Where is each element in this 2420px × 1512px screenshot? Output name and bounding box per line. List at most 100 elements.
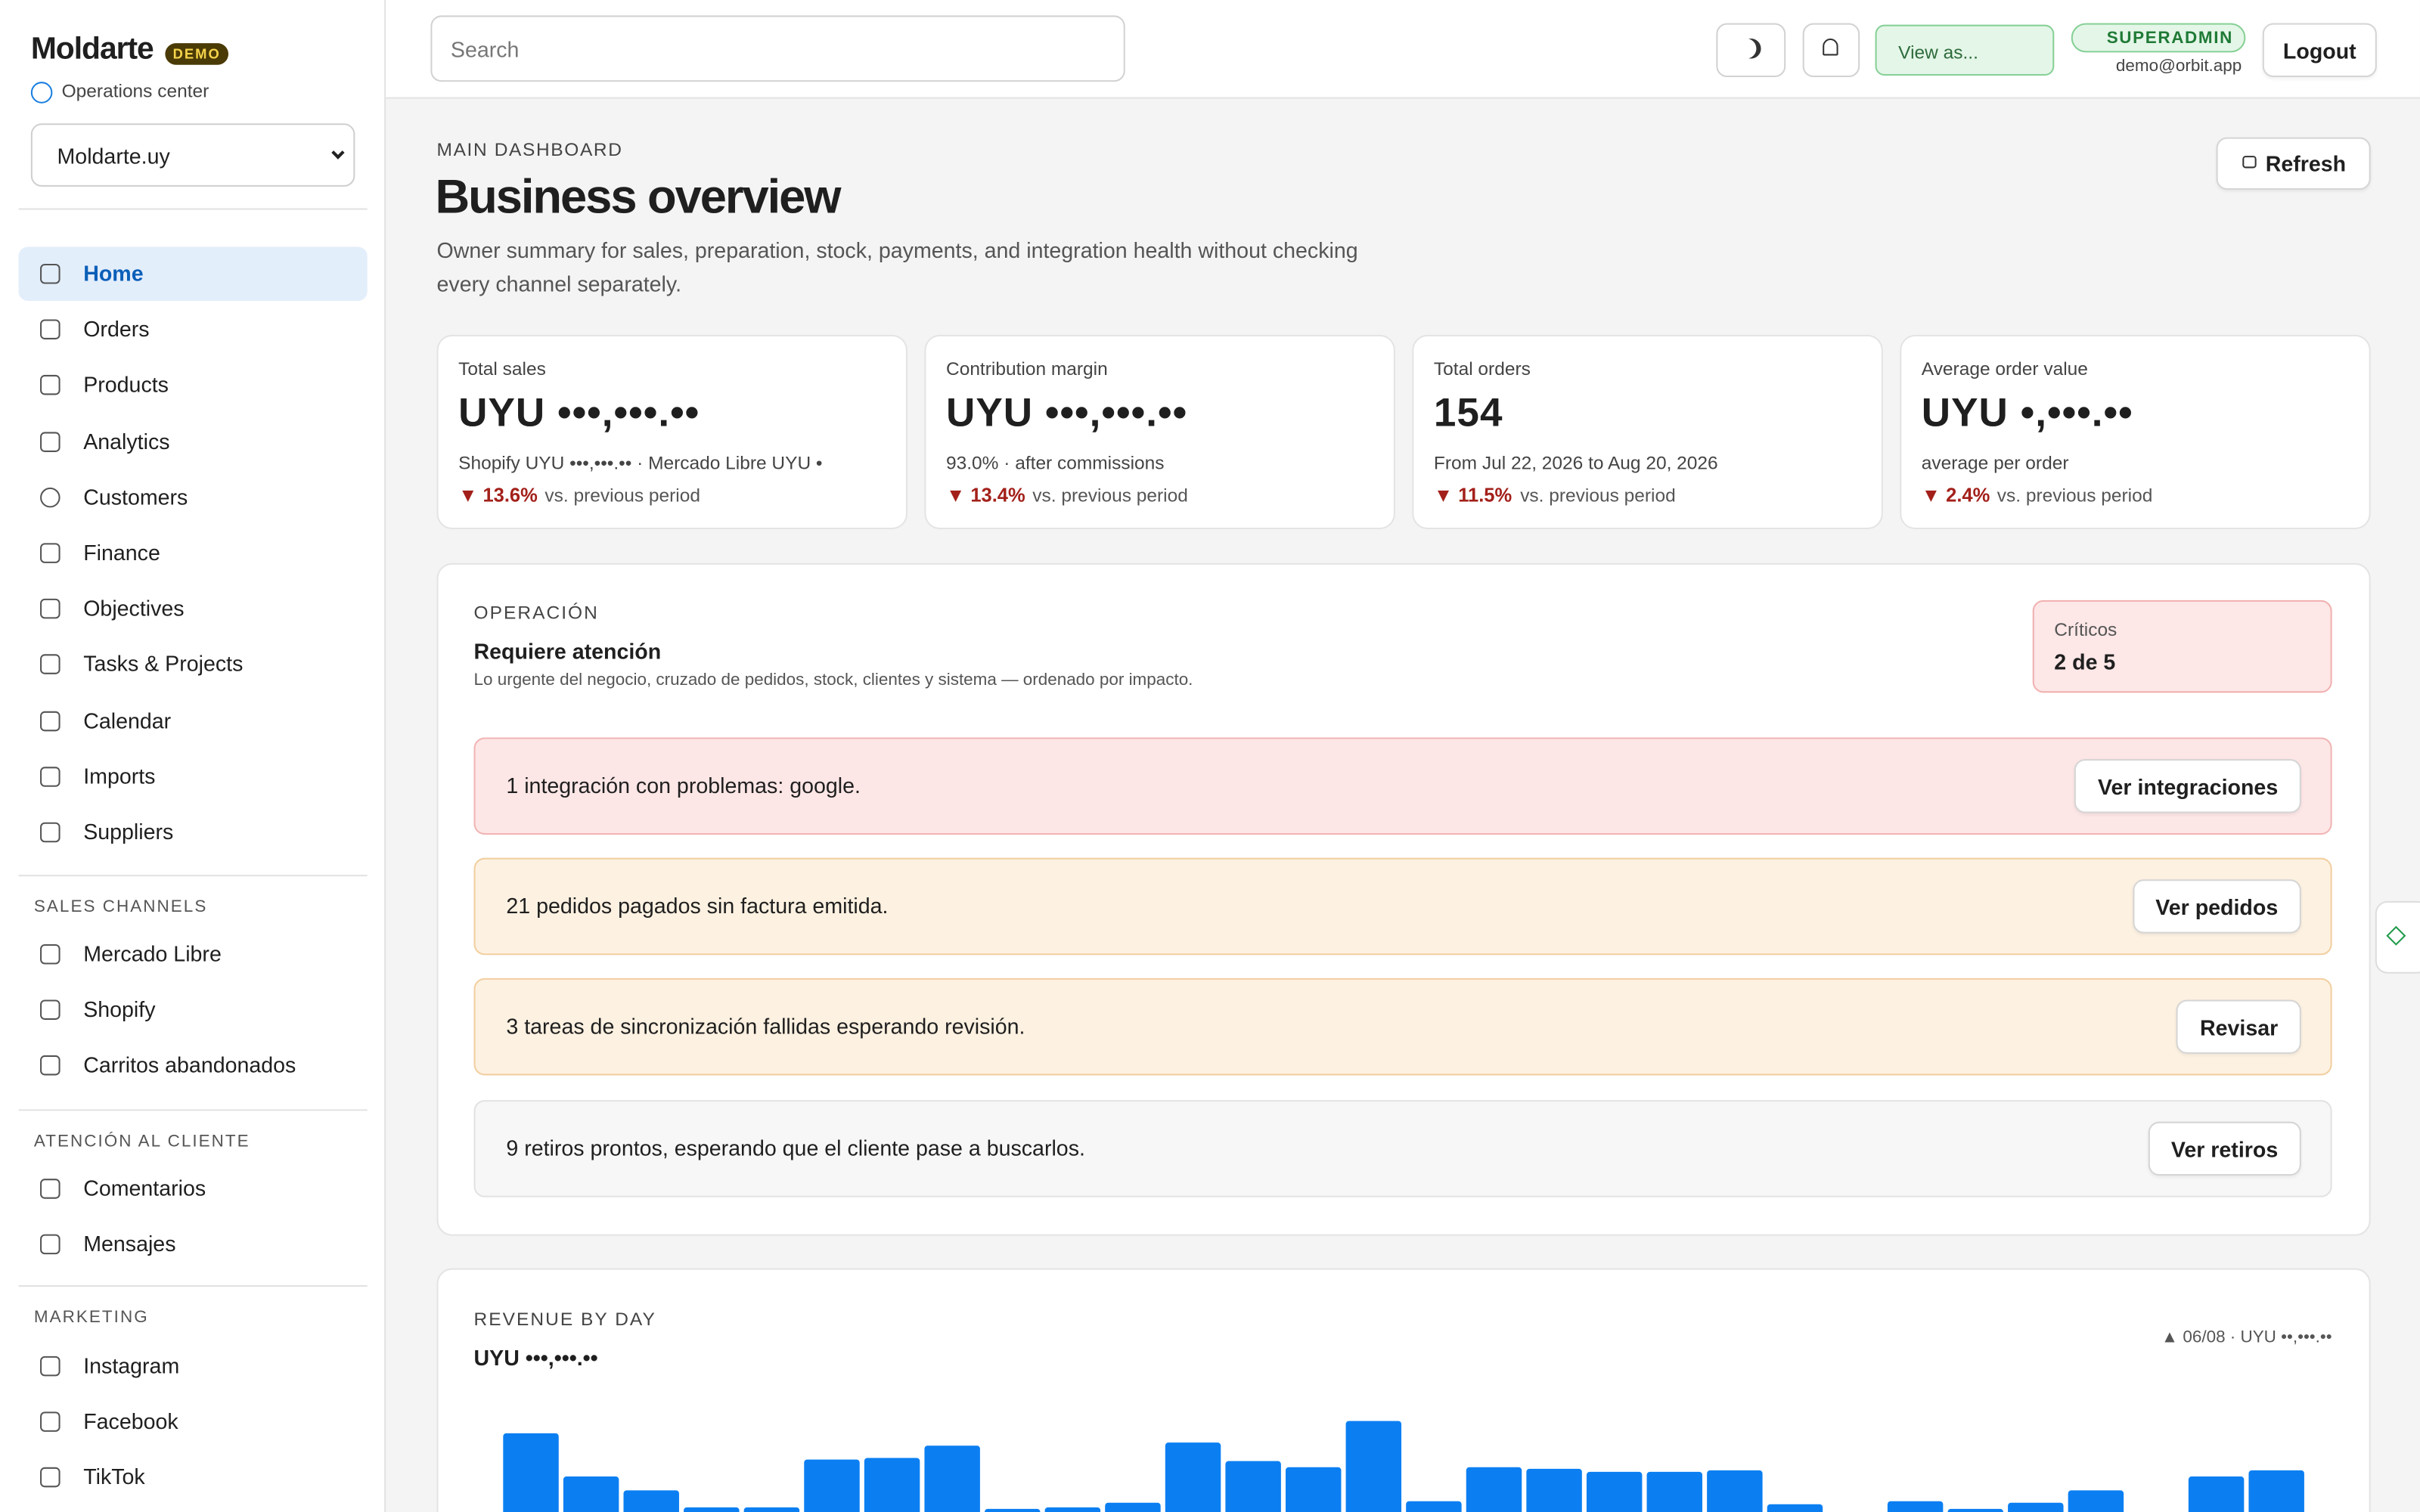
store-select[interactable]: Moldarte.uy [30,123,355,187]
bar [1646,1471,1703,1512]
icon [40,999,60,1021]
icon [40,1411,60,1433]
bar [1526,1468,1582,1512]
icon [40,599,60,619]
alert-action[interactable]: Ver pedidos [2132,879,2301,934]
logout[interactable]: Logout [2262,23,2377,78]
nav-item[interactable]: Comentarios [83,1176,206,1201]
search[interactable]: Search [430,15,1125,82]
icon [40,710,60,731]
bar [2068,1490,2124,1512]
kpi-detail: From Jul 22, 2026 to Aug 20, 2026 [1433,451,1718,474]
bar [1345,1421,1402,1512]
section-title: MARKETING [33,1308,149,1328]
store-name: Moldarte.uy [57,142,170,168]
kpi-change: ▼ 13.4% [946,484,1025,507]
nav-item[interactable]: Facebook [83,1408,178,1434]
bar [743,1507,800,1512]
nav-item[interactable]: Products [83,372,169,398]
bar [1707,1470,1763,1512]
critical-label: Críticos [2054,618,2118,640]
nav-item[interactable]: Mensajes [83,1231,176,1256]
logo-icon [30,82,53,104]
divider [18,875,368,877]
kpi-label: Total orders [1433,358,1531,380]
nav-item[interactable]: Home [83,260,144,286]
alert-text: 9 retiros prontos, esperando que el clie… [506,1136,1085,1160]
icon [40,822,60,843]
bar [2248,1470,2304,1512]
nav-item[interactable]: Mercado Libre [83,940,222,966]
icon [40,543,60,563]
alert-action[interactable]: Ver integraciones [2074,759,2301,813]
kpi-detail: average per order [1921,451,2069,474]
divider [18,1284,368,1287]
nav-item[interactable]: Analytics [83,428,170,454]
alert [473,978,2332,1076]
bar [1887,1501,1944,1512]
kpi-detail: 93.0% · after commissions [946,451,1165,474]
kpi-note: vs. previous period [544,484,700,507]
nav-item[interactable]: TikTok [83,1464,145,1490]
nav-item[interactable]: Tasks & Projects [83,652,244,677]
bar [804,1459,860,1512]
kpi-card [924,334,1395,529]
nav-item[interactable]: Suppliers [83,819,174,844]
refresh[interactable]: Refresh [2216,137,2371,191]
nav-item[interactable]: Orders [83,316,150,342]
description: Owner summary for sales, preparation, st… [436,237,1358,296]
icon [40,263,60,284]
kpi-detail: Shopify UYU •••,•••.•• · Mercado Libre U… [458,451,823,474]
ops-title: Requiere atención [473,638,662,664]
nav-item[interactable]: Carritos abandonados [83,1052,296,1078]
revenue-card [436,1268,2371,1512]
icon [40,375,60,396]
nav-active [18,246,368,301]
kpi-change: ▼ 11.5% [1433,484,1512,507]
nav-item[interactable]: Imports [83,763,156,789]
kpi-value: UYU •••,•••.•• [458,389,700,435]
ops-description: Lo urgente del negocio, cruzado de pedid… [473,671,1193,690]
role-badge: SUPERADMIN [2071,23,2246,53]
brand: Moldarte [30,32,154,67]
bar [623,1490,679,1512]
critical-value: 2 de 5 [2054,649,2116,674]
assistant-tab[interactable] [2375,900,2420,974]
bar [563,1476,619,1512]
critical-box [2032,600,2332,693]
nav-item[interactable]: Finance [83,540,160,565]
bar [684,1507,740,1512]
divider [18,1109,368,1111]
icon [40,655,60,675]
bell-button[interactable] [1802,23,1860,78]
alert-action[interactable]: Ver retiros [2148,1121,2301,1176]
bar [1586,1471,1643,1512]
nav-item[interactable]: Calendar [83,707,172,733]
alert-text: 3 tareas de sincronización fallidas espe… [506,1013,1025,1039]
bar [2008,1502,2064,1512]
nav-item[interactable]: Instagram [83,1352,180,1378]
icon [40,1467,60,1489]
icon [40,431,60,452]
alert [473,737,2332,835]
refresh-icon [2242,156,2257,169]
view-as-label: View as... [1898,42,1978,64]
theme-button[interactable] [1716,23,1786,78]
icon [40,487,60,508]
email: demo@orbit.app [2115,57,2242,76]
icon [40,1055,60,1077]
kpi-note: vs. previous period [1520,484,1676,507]
nav-item[interactable]: Customers [83,484,188,510]
alert-action[interactable]: Revisar [2176,999,2301,1054]
bar [1767,1504,1823,1512]
icon [40,1179,60,1199]
nav-item[interactable]: Objectives [83,596,185,621]
bell [1823,39,1838,56]
nav-item[interactable]: Shopify [83,996,156,1022]
kpi-card [436,334,908,529]
kpi-change: ▼ 13.6% [458,484,538,507]
page-title: Business overview [435,169,842,224]
bar [1044,1507,1101,1512]
view-as[interactable]: View as... [1875,24,2055,76]
